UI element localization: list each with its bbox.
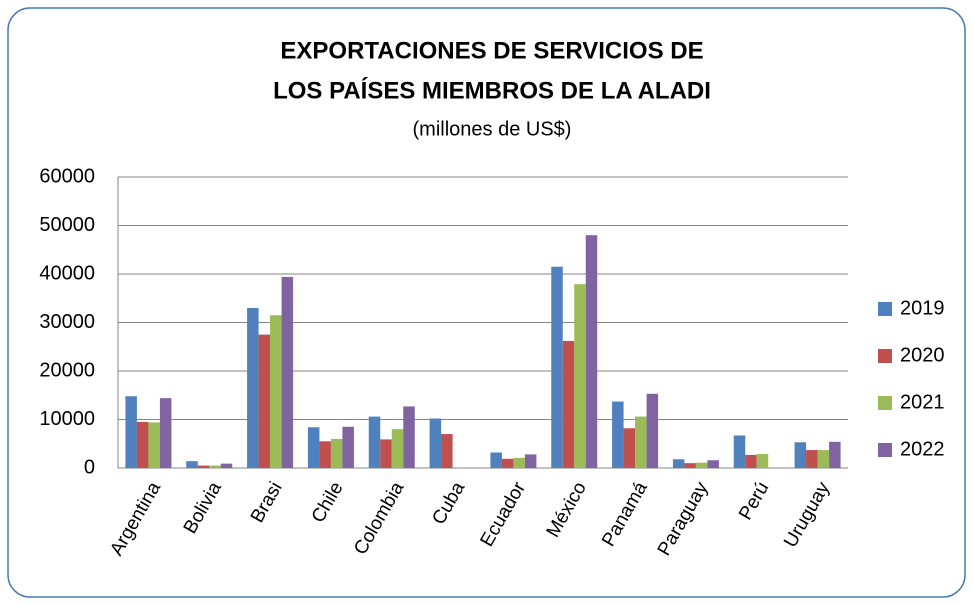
bar bbox=[186, 461, 198, 468]
legend-swatch bbox=[878, 396, 892, 410]
bar bbox=[209, 465, 221, 468]
bar bbox=[429, 418, 442, 468]
bar bbox=[307, 427, 320, 468]
y-tick-label: 40000 bbox=[39, 262, 95, 284]
bar bbox=[441, 434, 453, 468]
chart-title: EXPORTACIONES DE SERVICIOS DE bbox=[280, 37, 703, 64]
bar bbox=[501, 458, 514, 468]
bar bbox=[733, 435, 746, 468]
chart-subtitle: (millones de US$) bbox=[413, 118, 572, 140]
bar bbox=[342, 426, 354, 468]
bar bbox=[391, 429, 404, 468]
bar bbox=[513, 457, 525, 468]
bar bbox=[646, 393, 659, 468]
chart-title: LOS PAÍSES MIEMBROS DE LA ALADI bbox=[273, 76, 711, 104]
legend-swatch bbox=[878, 302, 892, 316]
bar bbox=[551, 266, 563, 468]
bar bbox=[695, 462, 708, 468]
bar bbox=[684, 463, 696, 468]
legend-label: 2021 bbox=[900, 391, 945, 413]
bar bbox=[220, 463, 233, 468]
bar bbox=[756, 453, 769, 468]
bar bbox=[562, 340, 575, 468]
bar bbox=[270, 315, 282, 468]
bar bbox=[125, 396, 137, 468]
bar bbox=[707, 460, 719, 468]
bar bbox=[585, 235, 598, 468]
y-tick-label: 10000 bbox=[39, 408, 95, 430]
y-tick-label: 30000 bbox=[39, 311, 95, 333]
bar bbox=[612, 401, 624, 468]
y-tick-label: 0 bbox=[84, 456, 95, 478]
bar bbox=[368, 416, 381, 468]
bar bbox=[197, 465, 210, 468]
bar bbox=[524, 454, 537, 468]
bar bbox=[794, 442, 807, 468]
bar bbox=[490, 452, 502, 468]
bar bbox=[806, 450, 818, 468]
bar bbox=[258, 334, 271, 468]
y-tick-label: 60000 bbox=[39, 165, 95, 187]
legend-swatch bbox=[878, 443, 892, 457]
bar bbox=[817, 450, 830, 468]
legend-label: 2020 bbox=[900, 344, 945, 366]
y-tick-label: 20000 bbox=[39, 359, 95, 381]
bar bbox=[829, 441, 841, 468]
bar bbox=[672, 459, 685, 468]
bar bbox=[281, 276, 294, 468]
bar bbox=[574, 284, 586, 468]
bar bbox=[148, 422, 160, 468]
bar bbox=[745, 454, 757, 468]
y-tick-label: 50000 bbox=[39, 214, 95, 236]
bar bbox=[403, 406, 415, 468]
bar bbox=[623, 428, 636, 468]
bar bbox=[380, 439, 392, 468]
bar bbox=[330, 438, 343, 468]
bar bbox=[159, 398, 172, 468]
bar bbox=[635, 416, 647, 468]
bar bbox=[247, 307, 259, 468]
bar bbox=[136, 421, 149, 468]
legend-label: 2019 bbox=[900, 297, 945, 319]
legend-label: 2022 bbox=[900, 438, 945, 460]
bar bbox=[319, 441, 331, 468]
legend-swatch bbox=[878, 349, 892, 363]
